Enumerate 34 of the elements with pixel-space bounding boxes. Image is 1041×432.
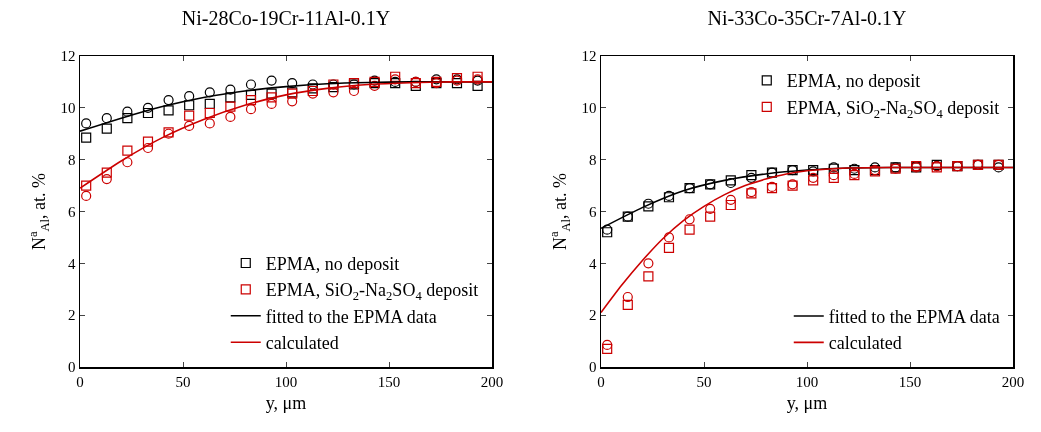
x-axis-title: y, μm: [786, 393, 828, 414]
chart-title: Ni-33Co-35Cr-7Al-0.1Y: [707, 6, 907, 29]
y-tick-label: 10: [581, 100, 597, 117]
legend-label: EPMA, SiO$_{2}$-Na$_{2}$SO$_{4}$ deposit: [786, 97, 1000, 121]
legend-label: calculated: [828, 333, 902, 354]
y-tick-label: 4: [68, 255, 76, 272]
legend-label: EPMA, no deposit: [265, 254, 400, 274]
y-tick-label: 2: [589, 307, 597, 324]
y-tick-label: 0: [68, 359, 76, 376]
y-tick-label: 10: [60, 100, 76, 117]
x-tick-label: 100: [795, 373, 819, 390]
legend-label: fitted to the EPMA data: [828, 307, 1000, 327]
x-tick-label: 100: [274, 373, 298, 390]
y-tick-label: 2: [68, 307, 76, 324]
y-tick-label: 8: [589, 151, 597, 168]
x-tick-label: 50: [175, 373, 191, 390]
chart-title: Ni-28Co-19Cr-11Al-0.1Y: [181, 6, 391, 29]
x-axis-title: y, μm: [265, 393, 307, 414]
x-tick-label: 200: [1001, 373, 1025, 390]
y-tick-label: 12: [581, 48, 597, 65]
x-tick-label: 50: [696, 373, 712, 390]
legend-label: fitted to the EPMA data: [265, 306, 437, 327]
y-tick-label: 12: [60, 48, 76, 65]
y-tick-label: 0: [589, 359, 597, 376]
x-tick-label: 150: [377, 373, 401, 390]
legend-label: calculated: [265, 333, 339, 354]
y-tick-label: 4: [589, 255, 597, 272]
x-tick-label: 200: [480, 373, 504, 390]
legend-label: EPMA, no deposit: [786, 71, 921, 92]
y-tick-label: 8: [68, 151, 76, 168]
legend-label: EPMA, SiO$_{2}$-Na$_{2}$SO$_{4}$ deposit: [265, 280, 479, 304]
y-tick-label: 6: [68, 203, 76, 220]
y-tick-label: 6: [589, 203, 597, 220]
x-tick-label: 150: [898, 373, 922, 390]
